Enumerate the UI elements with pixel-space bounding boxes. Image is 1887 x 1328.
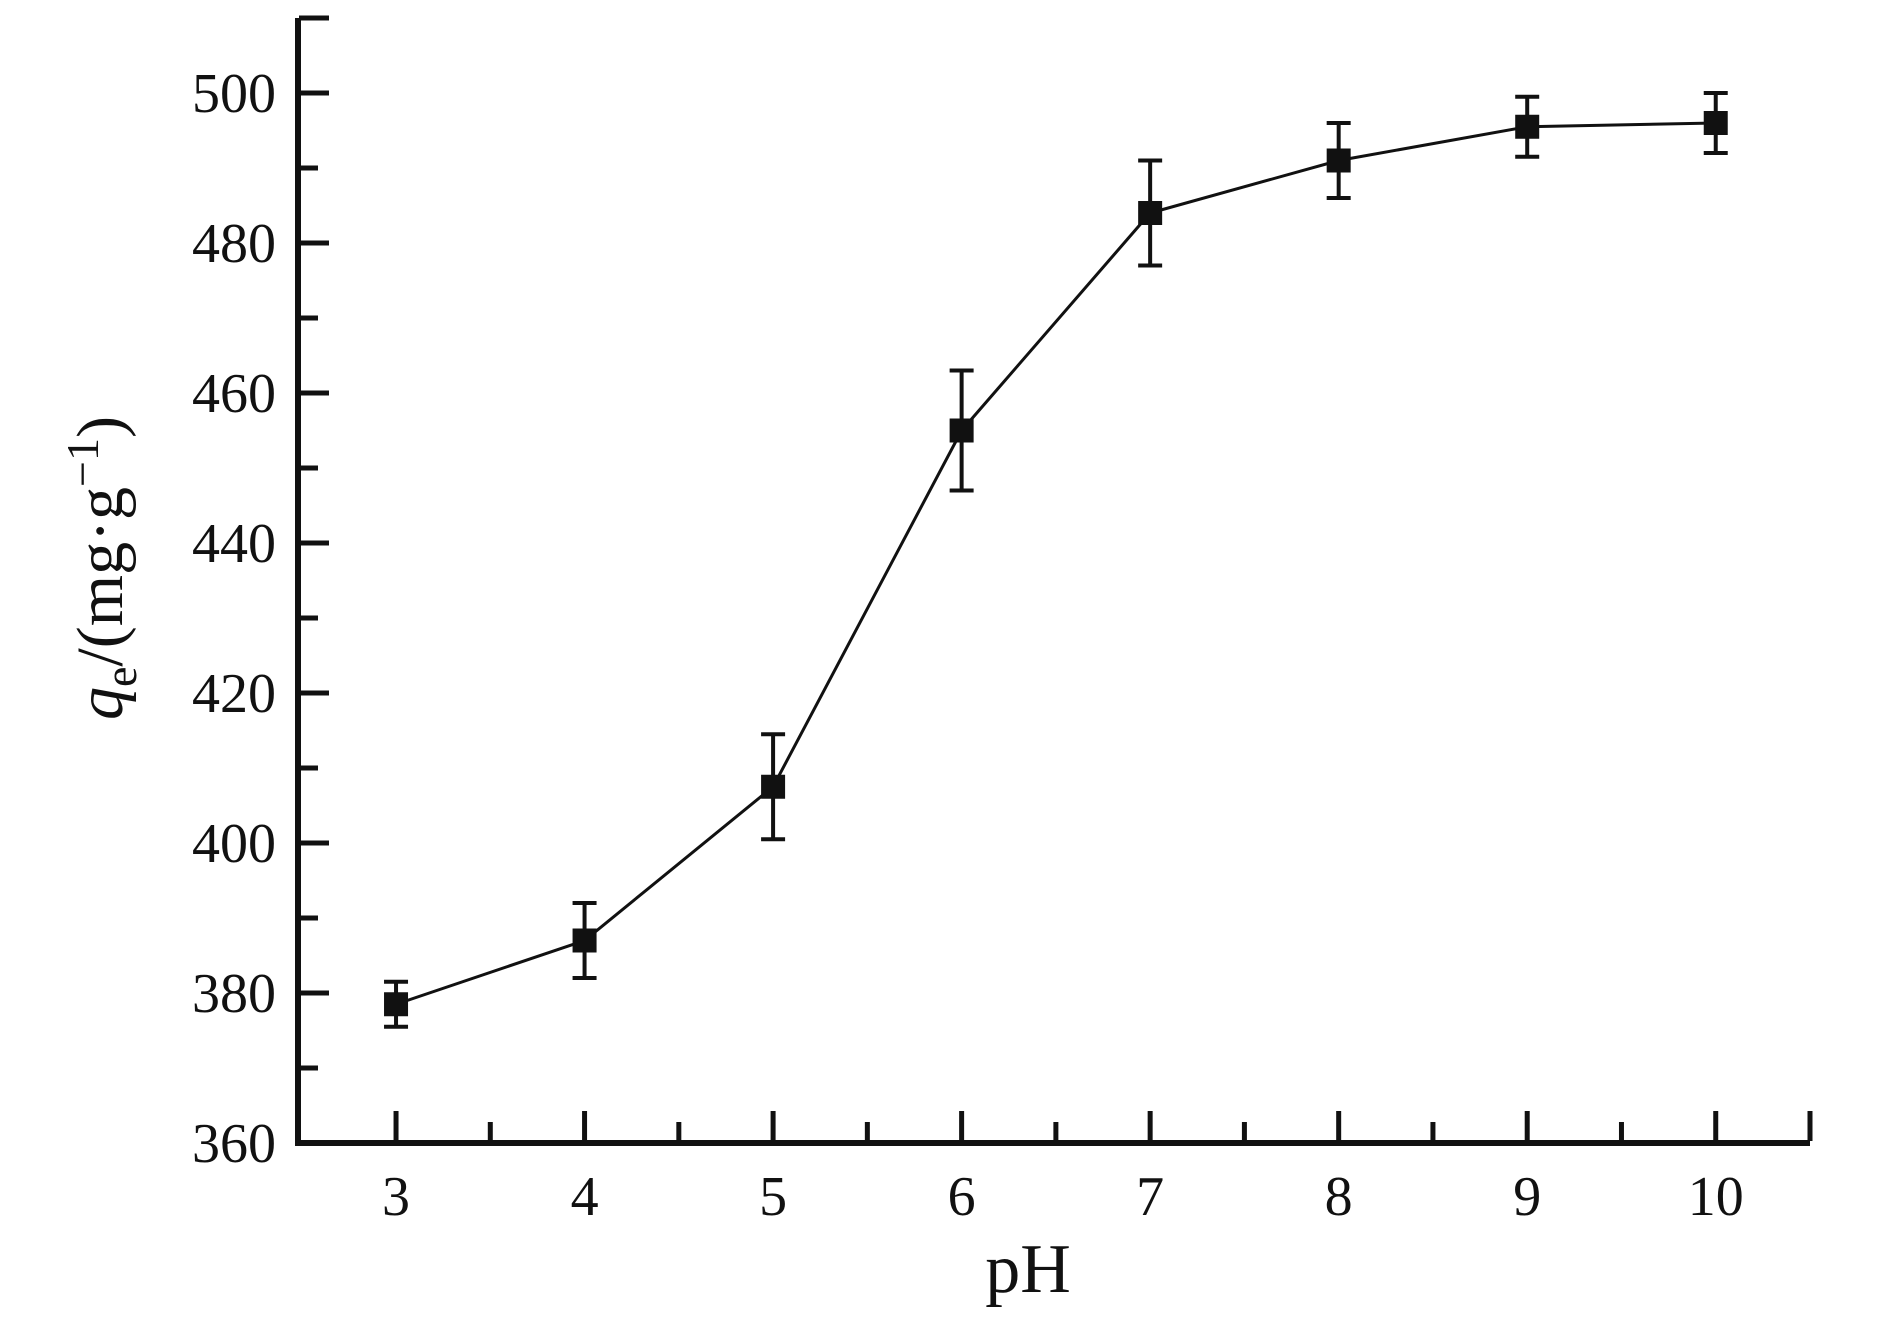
- x-axis-title: pH: [985, 1231, 1071, 1308]
- data-point-marker: [949, 418, 974, 443]
- y-axis-title-superscript: −1: [57, 438, 108, 487]
- data-point-marker: [1326, 148, 1351, 173]
- data-point-marker: [1138, 201, 1163, 225]
- x-tick-label: 4: [571, 1166, 599, 1228]
- y-tick-label: 440: [192, 513, 276, 575]
- x-tick-label: 10: [1688, 1166, 1744, 1228]
- series-line: [395, 121, 1716, 1006]
- y-axis-title-close-paren: ): [64, 416, 137, 438]
- y-axis-title-symbol: q: [64, 687, 137, 720]
- x-tick-label: 5: [759, 1166, 787, 1228]
- y-tick-label: 380: [192, 963, 276, 1025]
- x-tick-label: 3: [382, 1166, 410, 1228]
- data-point-marker: [761, 774, 786, 799]
- x-tick-label: 7: [1136, 1166, 1164, 1228]
- data-point-marker: [1703, 111, 1728, 135]
- y-axis-title-subscript: e: [95, 667, 146, 687]
- plot-area: 3 4 5 6 7 8 9 10 360 380 400 420 440 460 480 500: [192, 15, 1813, 1228]
- x-tick-label: 9: [1513, 1166, 1541, 1228]
- y-axis-title: qe/(mg·g−1): [57, 416, 146, 720]
- y-tick-label: 480: [192, 213, 276, 275]
- data-point-marker: [572, 928, 597, 953]
- y-tick-label: 460: [192, 363, 276, 425]
- x-tick-label: 8: [1325, 1166, 1353, 1228]
- data-point-marker: [384, 992, 409, 1017]
- x-tick-label: 6: [948, 1166, 976, 1228]
- data-point-marker: [1515, 114, 1540, 139]
- y-tick-label: 360: [192, 1113, 276, 1175]
- y-tick-label: 420: [192, 663, 276, 725]
- y-axis-title-unit: /(mg·g: [64, 487, 137, 667]
- y-tick-label: 500: [192, 63, 276, 125]
- y-tick-label: 400: [192, 813, 276, 875]
